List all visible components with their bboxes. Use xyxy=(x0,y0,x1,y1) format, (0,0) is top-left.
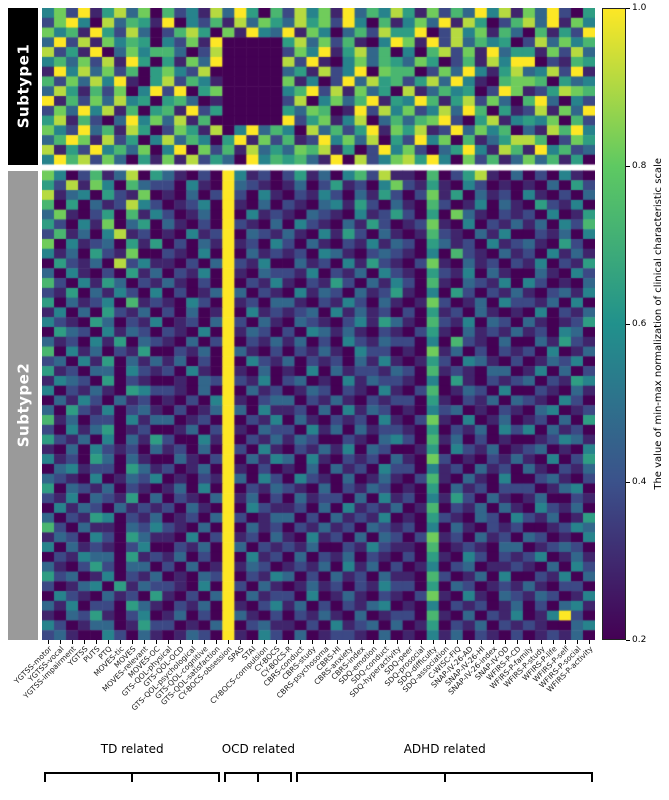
x-tick xyxy=(288,640,290,644)
x-tick xyxy=(252,640,254,644)
bracket-center-tick xyxy=(443,774,446,782)
x-tick xyxy=(180,640,182,644)
x-tick xyxy=(120,640,122,644)
colorbar-tick xyxy=(626,166,630,167)
x-tick xyxy=(396,640,398,644)
colorbar-title: The value of min-max normalization of cl… xyxy=(652,158,664,490)
row-group-box-subtype2: Subtype2 xyxy=(8,170,38,640)
colorbar-tick xyxy=(626,324,630,325)
x-tick xyxy=(564,640,566,644)
colorbar-tick-label: 0.4 xyxy=(632,477,647,487)
x-tick xyxy=(516,640,518,644)
colorbar-tick xyxy=(626,482,630,483)
x-tick xyxy=(444,640,446,644)
x-tick xyxy=(60,640,62,644)
x-tick xyxy=(324,640,326,644)
x-tick xyxy=(576,640,578,644)
x-tick xyxy=(96,640,98,644)
x-tick xyxy=(552,640,554,644)
colorbar-tick xyxy=(626,640,630,641)
x-tick xyxy=(264,640,266,644)
group-bracket-1 xyxy=(224,772,293,782)
x-tick xyxy=(144,640,146,644)
colorbar-tick-label: 0.6 xyxy=(632,319,647,329)
x-tick xyxy=(72,640,74,644)
x-tick xyxy=(456,640,458,644)
x-tick xyxy=(312,640,314,644)
row-group-label-subtype1: Subtype1 xyxy=(14,43,33,129)
group-label-1: OCD related xyxy=(221,742,296,756)
x-tick xyxy=(156,640,158,644)
group-bracket-0 xyxy=(44,772,221,782)
x-tick xyxy=(372,640,374,644)
x-tick xyxy=(384,640,386,644)
x-tick xyxy=(360,640,362,644)
x-tick xyxy=(468,640,470,644)
x-tick xyxy=(204,640,206,644)
x-tick xyxy=(504,640,506,644)
group-bracket-2 xyxy=(296,772,593,782)
colorbar-title-area: The value of min-max normalization of cl… xyxy=(648,8,668,640)
colorbar xyxy=(602,8,626,640)
x-tick xyxy=(228,640,230,644)
x-tick xyxy=(588,640,590,644)
x-tick xyxy=(528,640,530,644)
x-tick xyxy=(276,640,278,644)
heatmap-canvas xyxy=(42,8,595,640)
row-group-label-subtype2: Subtype2 xyxy=(14,362,33,448)
x-tick xyxy=(84,640,86,644)
x-tick xyxy=(420,640,422,644)
x-tick xyxy=(108,640,110,644)
x-tick xyxy=(336,640,338,644)
x-tick xyxy=(348,640,350,644)
x-tick xyxy=(132,640,134,644)
x-tick xyxy=(48,640,49,644)
x-tick xyxy=(192,640,194,644)
x-tick xyxy=(240,640,242,644)
bracket-center-tick xyxy=(131,774,134,782)
x-tick xyxy=(168,640,170,644)
x-tick xyxy=(480,640,482,644)
group-label-2: ADHD related xyxy=(403,742,486,756)
x-tick xyxy=(408,640,410,644)
x-tick xyxy=(300,640,302,644)
row-group-box-subtype1: Subtype1 xyxy=(8,8,38,165)
colorbar-tick-label: 0.2 xyxy=(632,635,647,645)
colorbar-tick-label: 0.8 xyxy=(632,161,647,171)
x-tick xyxy=(540,640,542,644)
colorbar-tick-label: 1.0 xyxy=(632,3,647,13)
colorbar-tick xyxy=(626,8,630,9)
group-label-0: TD related xyxy=(100,742,164,756)
x-tick xyxy=(492,640,494,644)
bracket-center-tick xyxy=(257,774,260,782)
x-tick xyxy=(216,640,218,644)
x-tick xyxy=(432,640,434,644)
